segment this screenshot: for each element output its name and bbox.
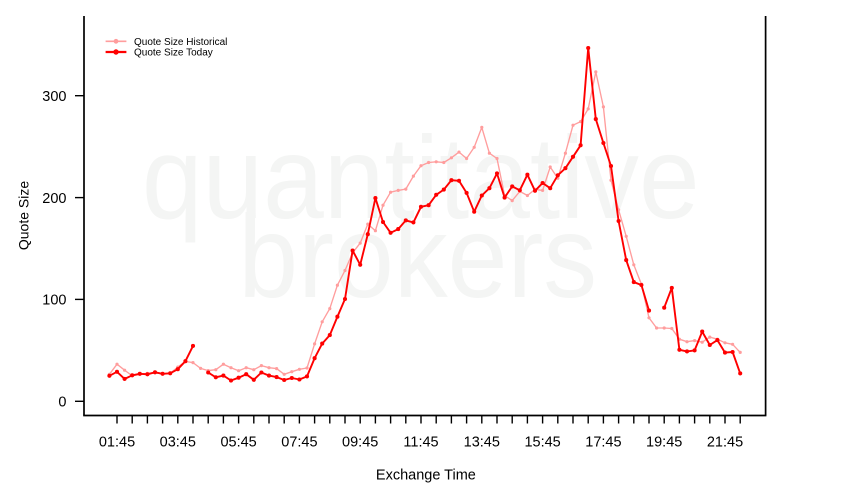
svg-text:100: 100 <box>42 293 66 309</box>
svg-text:Quote Size Today: Quote Size Today <box>134 48 213 59</box>
svg-text:21:45: 21:45 <box>707 434 743 450</box>
svg-text:Exchange Time: Exchange Time <box>376 467 476 483</box>
svg-text:15:45: 15:45 <box>524 434 560 450</box>
svg-text:09:45: 09:45 <box>342 434 378 450</box>
svg-text:200: 200 <box>42 191 66 207</box>
svg-text:300: 300 <box>42 89 66 105</box>
svg-text:19:45: 19:45 <box>646 434 682 450</box>
svg-text:17:45: 17:45 <box>585 434 621 450</box>
svg-text:01:45: 01:45 <box>99 434 135 450</box>
svg-text:Quote Size: Quote Size <box>16 181 32 250</box>
svg-text:11:45: 11:45 <box>403 434 438 450</box>
svg-text:03:45: 03:45 <box>160 434 196 450</box>
svg-text:13:45: 13:45 <box>464 434 500 450</box>
svg-text:05:45: 05:45 <box>220 434 256 450</box>
svg-text:Quote Size Historical: Quote Size Historical <box>134 37 227 48</box>
svg-text:brokers: brokers <box>238 191 597 322</box>
svg-text:0: 0 <box>58 395 66 411</box>
svg-text:07:45: 07:45 <box>281 434 317 450</box>
